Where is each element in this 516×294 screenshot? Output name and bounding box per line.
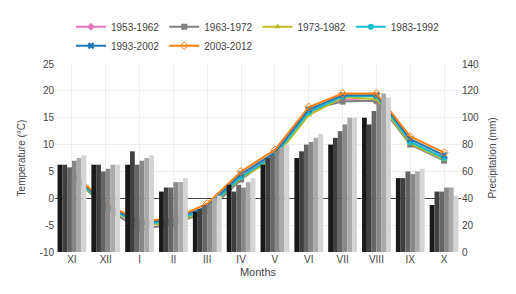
svg-text:60: 60 bbox=[462, 166, 474, 177]
svg-text:XI: XI bbox=[67, 254, 76, 265]
svg-text:-5: -5 bbox=[45, 220, 54, 231]
svg-text:X: X bbox=[441, 254, 448, 265]
svg-text:140: 140 bbox=[462, 59, 479, 70]
svg-text:VII: VII bbox=[336, 254, 348, 265]
svg-text:Precipitation (mm): Precipitation (mm) bbox=[487, 117, 498, 198]
svg-text:15: 15 bbox=[43, 112, 55, 123]
svg-text:40: 40 bbox=[462, 193, 474, 204]
svg-text:1963-1972: 1963-1972 bbox=[204, 22, 252, 33]
svg-text:80: 80 bbox=[462, 139, 474, 150]
svg-text:20: 20 bbox=[462, 220, 474, 231]
svg-text:0: 0 bbox=[48, 193, 54, 204]
svg-text:VIII: VIII bbox=[369, 254, 384, 265]
svg-text:10: 10 bbox=[43, 139, 55, 150]
svg-text:XII: XII bbox=[100, 254, 112, 265]
svg-text:II: II bbox=[171, 254, 177, 265]
svg-text:I: I bbox=[138, 254, 141, 265]
svg-text:-10: -10 bbox=[40, 247, 55, 258]
svg-text:1993-2002: 1993-2002 bbox=[111, 41, 159, 52]
svg-text:IV: IV bbox=[236, 254, 246, 265]
svg-text:III: III bbox=[203, 254, 211, 265]
svg-text:0: 0 bbox=[462, 247, 468, 258]
svg-text:2003-2012: 2003-2012 bbox=[204, 41, 252, 52]
svg-text:V: V bbox=[272, 254, 279, 265]
svg-text:IX: IX bbox=[406, 254, 416, 265]
svg-text:100: 100 bbox=[462, 112, 479, 123]
svg-text:Temperature (°C): Temperature (°C) bbox=[16, 120, 27, 197]
svg-text:20: 20 bbox=[43, 85, 55, 96]
svg-text:Months: Months bbox=[240, 266, 277, 278]
svg-text:VI: VI bbox=[304, 254, 313, 265]
svg-text:25: 25 bbox=[43, 59, 55, 70]
svg-text:1983-1992: 1983-1992 bbox=[391, 22, 439, 33]
svg-text:1953-1962: 1953-1962 bbox=[111, 22, 159, 33]
svg-text:120: 120 bbox=[462, 85, 479, 96]
svg-text:5: 5 bbox=[48, 166, 54, 177]
svg-text:1973-1982: 1973-1982 bbox=[298, 22, 346, 33]
